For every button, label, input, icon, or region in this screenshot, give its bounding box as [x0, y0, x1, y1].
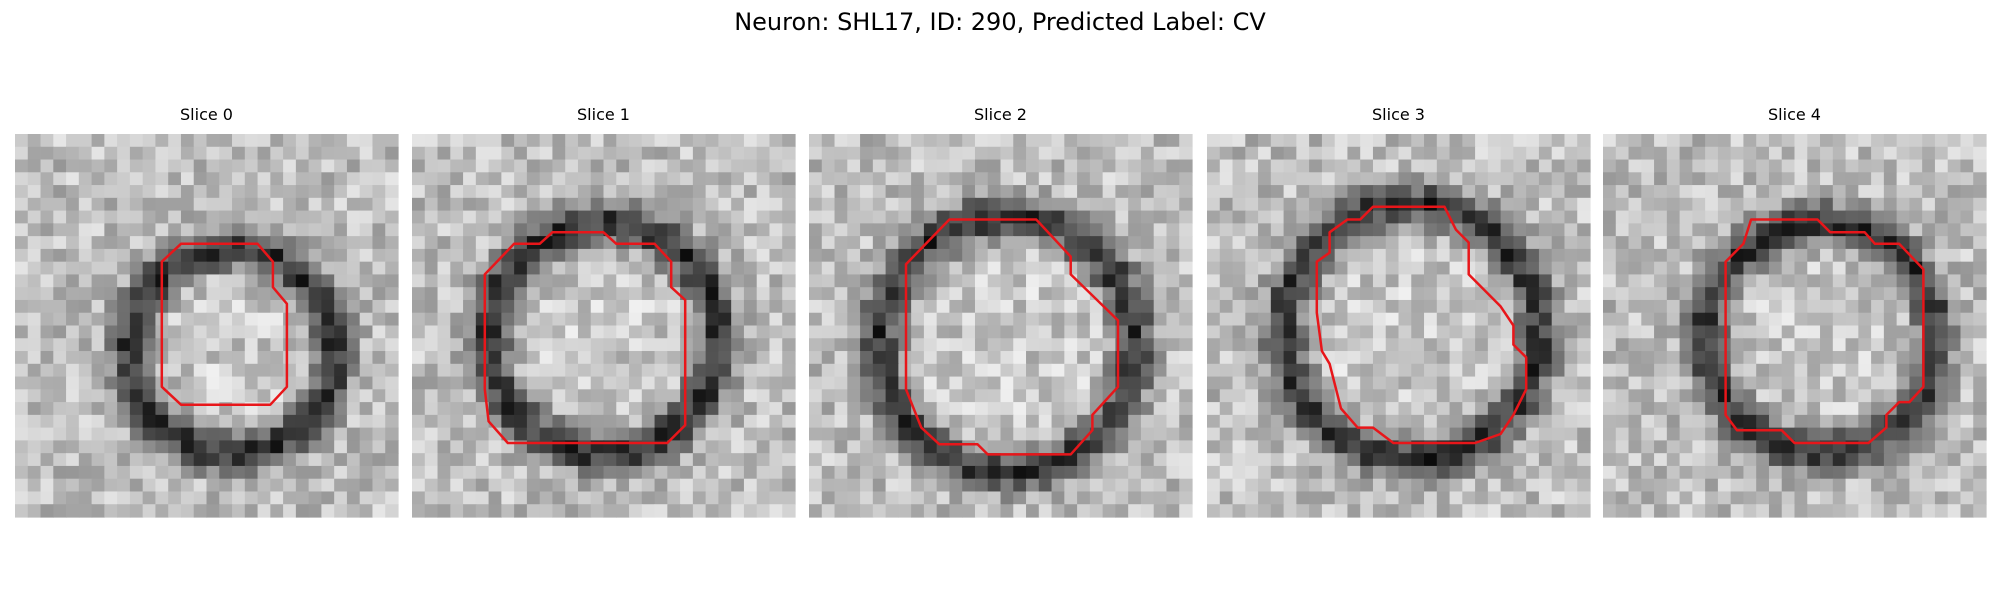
panel-title: Slice 4	[1768, 105, 1821, 124]
contour	[904, 218, 1120, 456]
contour	[483, 231, 687, 445]
slice-image	[1603, 134, 1987, 518]
slice-image	[412, 134, 796, 518]
slice-image	[809, 134, 1193, 518]
figure-title: Neuron: SHL17, ID: 290, Predicted Label:…	[734, 8, 1266, 36]
panel-title: Slice 1	[577, 105, 630, 124]
panel-title: Slice 2	[974, 105, 1027, 124]
slice-image	[1207, 134, 1591, 518]
contour	[1315, 205, 1528, 445]
contour	[160, 242, 289, 406]
contour	[1724, 218, 1925, 445]
panel-title: Slice 3	[1372, 105, 1425, 124]
panel-title: Slice 0	[180, 105, 233, 124]
slice-image	[15, 134, 399, 518]
